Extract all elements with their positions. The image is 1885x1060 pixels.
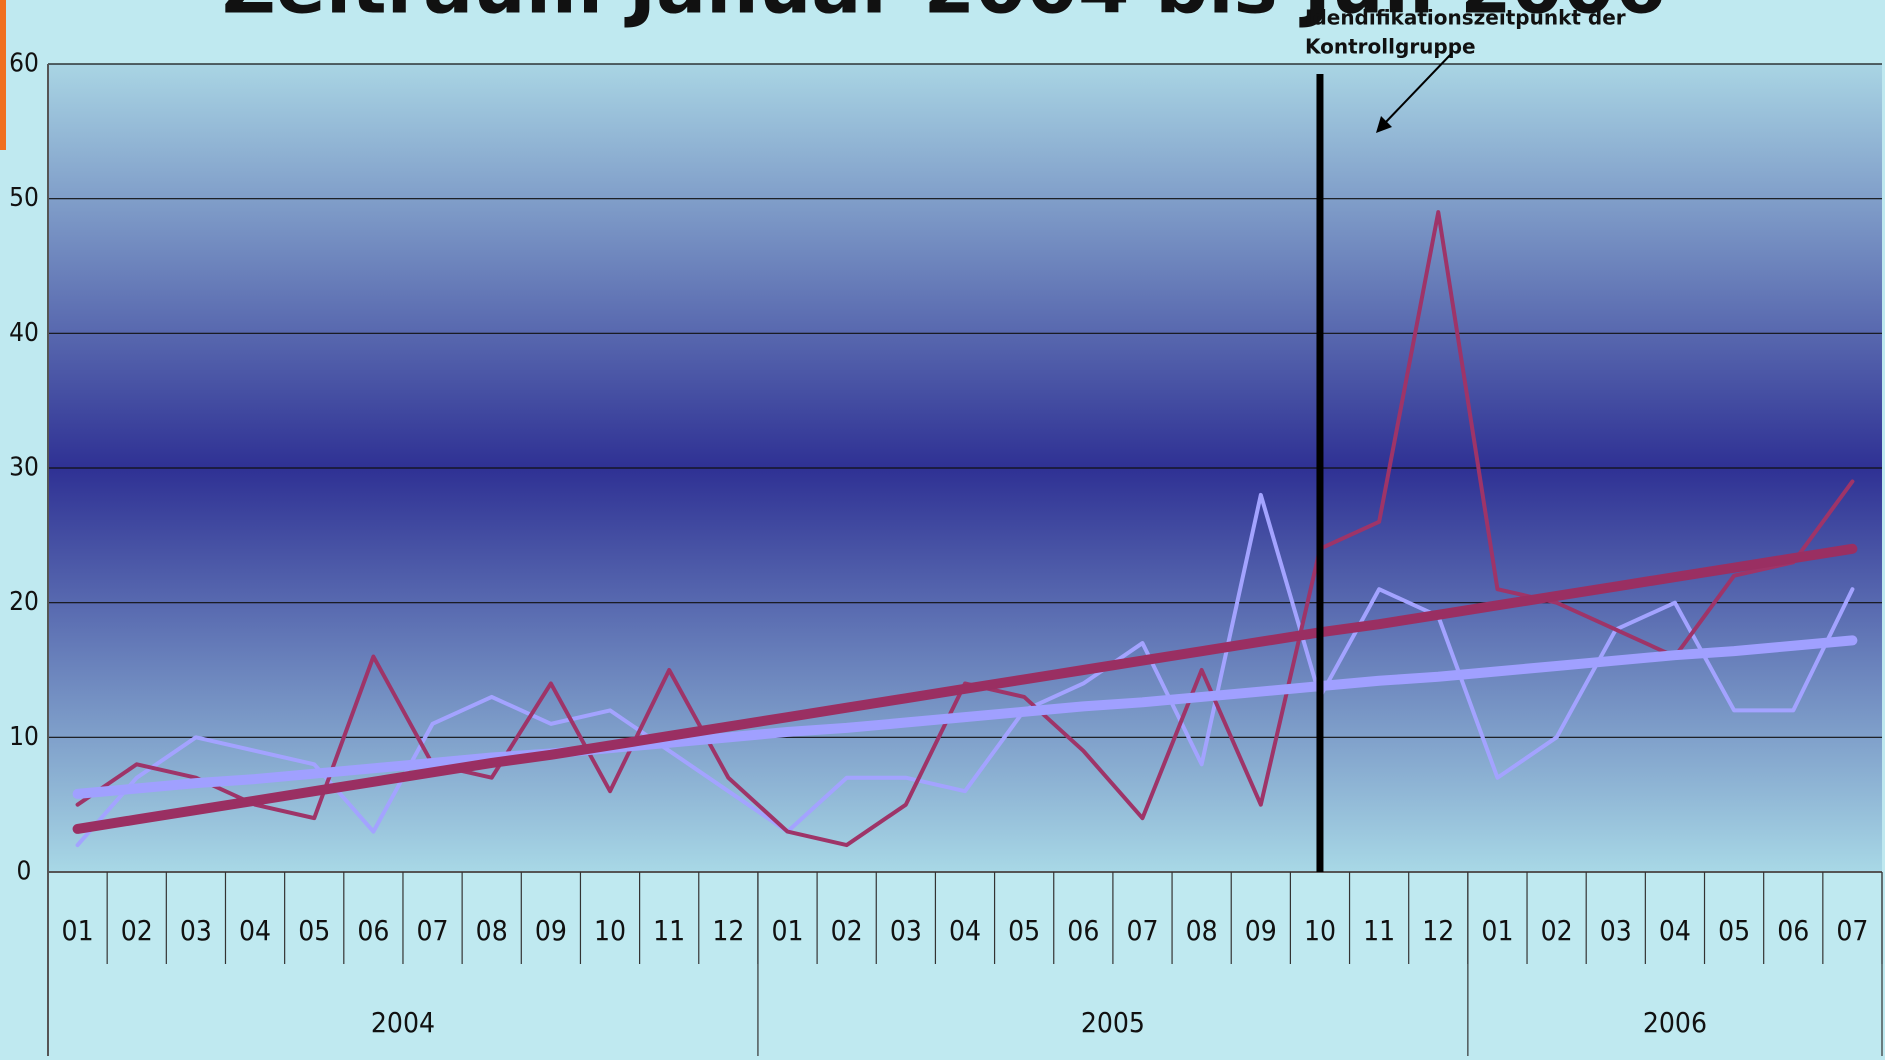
x-tick-label: 09 xyxy=(1245,914,1277,947)
x-tick-label: 03 xyxy=(890,914,922,947)
x-tick-label: 06 xyxy=(1777,914,1809,947)
chart-title: Zeitraum Januar 2004 bis Juli 2006 xyxy=(222,0,1666,31)
x-tick-label: 05 xyxy=(298,914,330,947)
x-tick-label: 07 xyxy=(1836,914,1868,947)
arrow-head xyxy=(1376,116,1392,133)
series-line xyxy=(72,543,1858,834)
x-tick-label: 01 xyxy=(1481,914,1513,947)
x-tick-label: 03 xyxy=(1600,914,1632,947)
x-tick-label: 10 xyxy=(1304,914,1336,947)
x-tick-label: 02 xyxy=(831,914,863,947)
annotation-arrow xyxy=(1383,52,1453,125)
y-tick-label: 50 xyxy=(9,183,39,213)
x-tick-label: 05 xyxy=(1008,914,1040,947)
y-tick-label: 40 xyxy=(9,318,39,348)
x-tick-label: 03 xyxy=(180,914,212,947)
series-line xyxy=(75,210,1855,848)
x-tick-label: 10 xyxy=(594,914,626,947)
x-tick-label: 01 xyxy=(771,914,803,947)
x-tick-label: 07 xyxy=(1126,914,1158,947)
year-label: 2006 xyxy=(1643,1006,1707,1039)
x-tick-label: 04 xyxy=(239,914,271,947)
x-tick-label: 08 xyxy=(1186,914,1218,947)
x-tick-label: 11 xyxy=(1363,914,1395,947)
annotation: Idendifikationszeitpunkt der xyxy=(1305,6,1626,30)
y-tick-label: 60 xyxy=(9,49,39,79)
x-tick-label: 07 xyxy=(417,914,449,947)
series-line xyxy=(75,492,1855,848)
x-tick-label: 04 xyxy=(949,914,981,947)
annotation: Kontrollgruppe xyxy=(1305,35,1476,59)
x-tick-label: 09 xyxy=(535,914,567,947)
x-tick-label: 08 xyxy=(476,914,508,947)
x-tick-label: 05 xyxy=(1718,914,1750,947)
accent-bar xyxy=(0,0,6,150)
y-tick-label: 30 xyxy=(9,453,39,483)
x-tick-label: 12 xyxy=(712,914,744,947)
x-tick-label: 01 xyxy=(62,914,94,947)
y-tick-label: 20 xyxy=(9,587,39,617)
x-tick-label: 11 xyxy=(653,914,685,947)
series-line xyxy=(72,635,1858,799)
x-tick-label: 02 xyxy=(1541,914,1573,947)
x-tick-label: 04 xyxy=(1659,914,1691,947)
year-label: 2004 xyxy=(371,1006,435,1039)
year-label: 2005 xyxy=(1081,1006,1145,1039)
y-tick-label: 10 xyxy=(9,722,39,752)
x-tick-label: 02 xyxy=(121,914,153,947)
x-tick-label: 06 xyxy=(1067,914,1099,947)
x-tick-label: 12 xyxy=(1422,914,1454,947)
x-tick-label: 06 xyxy=(357,914,389,947)
y-tick-label: 0 xyxy=(17,857,32,887)
